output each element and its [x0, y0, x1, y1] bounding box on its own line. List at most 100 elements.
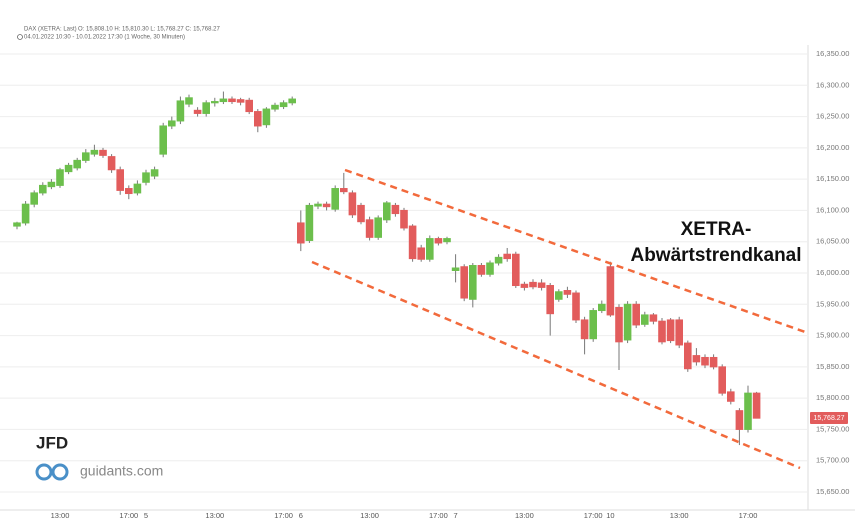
trend-line-lower [311, 260, 801, 470]
candle-body [692, 355, 701, 363]
trend-line-upper [344, 168, 809, 335]
candle-body [357, 204, 365, 223]
logo-icon [35, 463, 53, 481]
candle-body [322, 203, 331, 208]
x-tick-label: 13:00 [515, 511, 534, 520]
candle-body [125, 188, 133, 195]
candle-body [426, 238, 434, 260]
candle-body [563, 290, 572, 295]
x-tick-label: 17:00 [119, 511, 138, 520]
candle-body [13, 222, 21, 227]
candle-body [512, 253, 520, 287]
candle-body [193, 109, 202, 114]
candle-body [99, 149, 107, 156]
candle-body [305, 204, 314, 241]
candle-body [228, 98, 236, 103]
candle-body [279, 102, 288, 108]
candle-body [666, 319, 675, 342]
candle-body [365, 219, 374, 238]
candle-body [709, 356, 718, 368]
candle-body [606, 266, 615, 316]
candle-body [64, 164, 73, 173]
y-tick-label: 16,000.00 [816, 268, 849, 277]
candle-body [211, 101, 219, 104]
candle-body [451, 267, 460, 271]
y-tick-label: 16,100.00 [816, 205, 849, 214]
candle-body [537, 282, 546, 288]
candle-body [486, 262, 494, 275]
candle-body [572, 292, 580, 321]
candle-body [598, 303, 606, 312]
y-tick-label: 16,200.00 [816, 143, 849, 152]
y-tick-label: 15,750.00 [816, 424, 849, 433]
candle-body [735, 410, 744, 430]
candle-body [262, 108, 271, 126]
candle-body [641, 314, 649, 325]
candle-body [684, 342, 692, 370]
chart-title: DAX (XETRA: Last) [24, 27, 77, 33]
candle-body [271, 104, 279, 110]
candle-body [30, 192, 38, 205]
candle-body [623, 303, 632, 341]
y-tick-label: 16,150.00 [816, 174, 849, 183]
y-tick-label: 16,050.00 [816, 237, 849, 246]
candle-body [744, 392, 752, 430]
x-tick-label: 17:00 [429, 511, 448, 520]
y-tick-label: 15,950.00 [816, 299, 849, 308]
x-tick-label: 13:00 [670, 511, 689, 520]
candle-body [47, 181, 56, 188]
y-tick-label: 16,250.00 [816, 112, 849, 121]
candle-body [718, 366, 727, 394]
candle-body [632, 303, 641, 326]
y-tick-label: 15,850.00 [816, 362, 849, 371]
candle-body [176, 100, 185, 122]
candle-body [202, 102, 210, 114]
x-tick-label: 17:00 [739, 511, 758, 520]
y-tick-label: 15,800.00 [816, 393, 849, 402]
candle-body [185, 97, 193, 105]
x-tick-label: 6 [299, 511, 303, 520]
candle-body [73, 159, 82, 169]
candle-body [236, 99, 245, 103]
candle-body [546, 285, 555, 315]
candle-body [615, 306, 623, 343]
candle-body [503, 253, 511, 260]
candle-body [297, 222, 305, 244]
candle-body [408, 225, 417, 260]
candle-body [649, 314, 658, 322]
x-tick-label: 5 [144, 511, 148, 520]
price-tag [810, 411, 848, 424]
x-tick-label: 13:00 [360, 511, 379, 520]
candle-body [469, 264, 477, 300]
logo-icon [51, 463, 69, 481]
price-tag-label: 15,768.27 [813, 415, 844, 422]
candle-body [314, 203, 322, 207]
candle-body [477, 264, 486, 275]
candle-body [383, 202, 391, 221]
candle-body [752, 392, 761, 419]
candle-body [90, 149, 99, 155]
candle-body [580, 319, 589, 340]
candle-body [133, 183, 142, 194]
candle-body [331, 188, 339, 210]
candle-body [555, 291, 563, 300]
candle-body [340, 188, 348, 193]
candle-body [21, 203, 30, 224]
candle-body [116, 169, 125, 191]
annotation: Abwärtstrendkanal [630, 245, 801, 266]
candle-body [159, 125, 167, 155]
candle-body [245, 99, 253, 113]
annotation: XETRA- [681, 219, 752, 240]
subtitle: 04.01.2022 10:30 - 10.01.2022 17:30 (1 W… [24, 35, 185, 41]
candle-body [434, 238, 443, 244]
candle-body [520, 283, 529, 288]
candle-body [348, 192, 357, 216]
candle-body [56, 169, 64, 186]
y-tick-label: 15,900.00 [816, 331, 849, 340]
y-tick-label: 16,300.00 [816, 80, 849, 89]
candle-body [727, 391, 735, 402]
candle-body [254, 111, 262, 127]
